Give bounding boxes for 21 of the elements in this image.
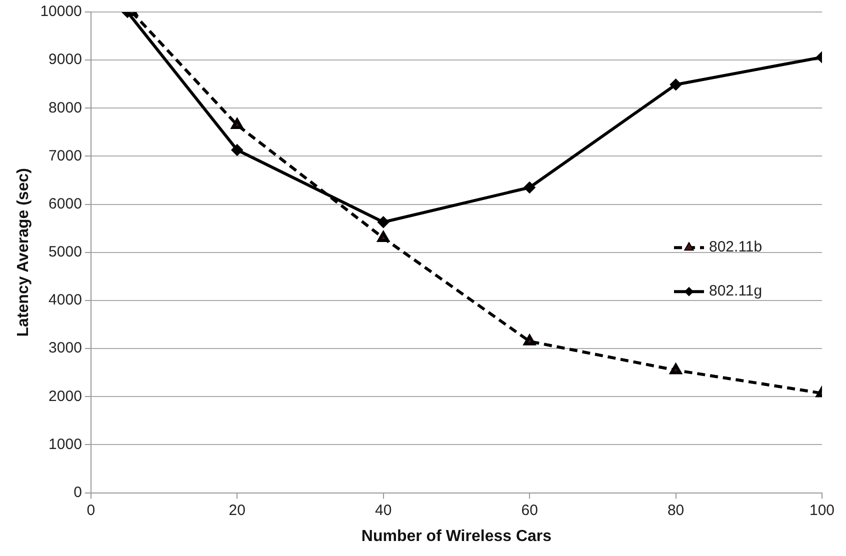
y-tick-label: 4000 xyxy=(48,292,82,309)
y-tick-label: 1000 xyxy=(48,436,82,453)
x-tick-label: 0 xyxy=(86,502,96,519)
x-tick-label: 60 xyxy=(521,502,538,519)
y-axis-title: Latency Average (sec) xyxy=(15,168,32,337)
x-axis-title: Number of Wireless Cars xyxy=(361,528,552,545)
y-tick-label: 8000 xyxy=(48,99,82,116)
y-tick-label: 5000 xyxy=(48,244,82,261)
y-tick-label: 9000 xyxy=(48,51,82,68)
legend-label: 802.11g xyxy=(709,282,762,300)
y-tick-label: 7000 xyxy=(48,147,82,164)
y-tick-label: 10000 xyxy=(40,3,82,20)
x-tick-label: 20 xyxy=(228,502,246,519)
x-tick-label: 100 xyxy=(809,502,835,519)
y-tick-label: 3000 xyxy=(48,340,82,357)
y-tick-label: 0 xyxy=(74,484,82,501)
x-tick-label: 80 xyxy=(667,502,684,519)
x-tick-label: 40 xyxy=(375,502,392,519)
y-tick-label: 2000 xyxy=(48,388,82,405)
legend-label: 802.11b xyxy=(709,238,762,256)
y-tick-label: 6000 xyxy=(48,195,82,212)
